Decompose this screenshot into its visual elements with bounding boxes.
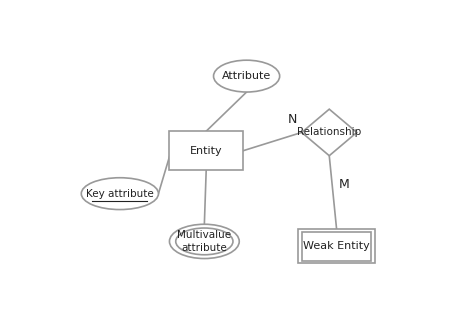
Bar [169,131,243,170]
Bar [301,232,372,261]
Text: M: M [338,178,349,191]
Text: Multivalue
attribute: Multivalue attribute [177,230,231,252]
Ellipse shape [169,224,239,259]
Text: Key attribute: Key attribute [86,189,154,199]
Ellipse shape [213,60,280,92]
Ellipse shape [82,178,158,210]
Polygon shape [301,109,357,156]
Text: Attribute: Attribute [222,71,271,81]
Bar [298,229,375,263]
Text: Weak Entity: Weak Entity [303,241,370,251]
Text: N: N [288,113,297,126]
Text: Relationship: Relationship [297,128,361,137]
Text: Entity: Entity [190,146,222,156]
